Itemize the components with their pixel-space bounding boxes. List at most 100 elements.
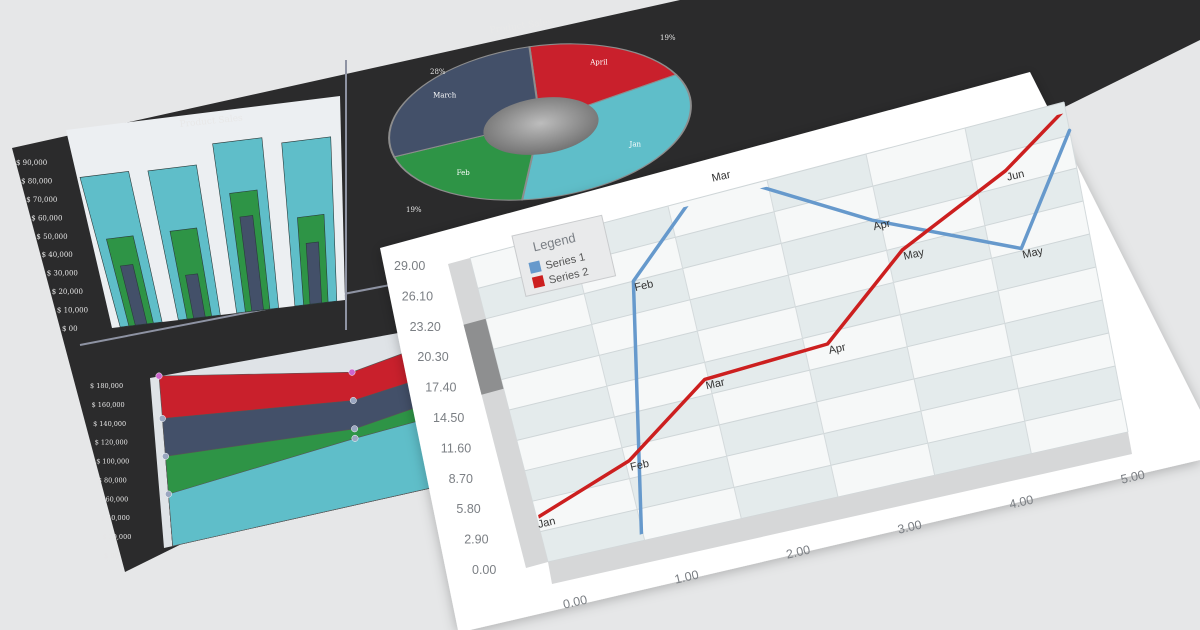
plot-band-cell — [509, 386, 615, 441]
plot-band-cell — [998, 267, 1103, 324]
x-tick-label: 4.00 — [1008, 493, 1035, 512]
plot-band-cell — [734, 465, 838, 519]
plot-band-cell — [485, 293, 592, 350]
point-label: Jun — [1006, 168, 1026, 184]
bar-y-tick-label: $ 60,000 — [31, 214, 62, 222]
y-tick-label: 26.10 — [402, 289, 433, 303]
point-label: May — [1021, 245, 1044, 261]
v-gridline — [964, 127, 1032, 454]
area-marker — [162, 452, 169, 460]
x-tick-label: 2.00 — [785, 543, 812, 562]
area-y-tick-label: $ 80,000 — [98, 476, 127, 484]
series-line — [631, 128, 1072, 538]
plot-band-cell — [823, 411, 928, 466]
plot-band-cell — [637, 487, 742, 541]
point-label: Feb — [629, 458, 650, 474]
point-label: Feb — [633, 278, 654, 294]
plot-band-cell — [516, 417, 622, 471]
donut-slice — [521, 73, 692, 201]
v-gridline — [1063, 101, 1129, 433]
series-line — [534, 107, 1068, 520]
plot-band-cell — [927, 421, 1032, 476]
y-tick-label: 2.90 — [464, 533, 488, 547]
plot-band-cell — [781, 218, 887, 276]
line-chart-plot: 0.00 2.90 5.80 8.70 11.60 14.50 17.40 20.30 23.2… — [394, 101, 1146, 612]
plot-band-cell — [1004, 300, 1109, 356]
plot-band-cell — [532, 478, 638, 532]
legend-swatch-series-2 — [531, 275, 546, 289]
point-label: Jan — [537, 515, 557, 531]
x-axis-bar — [548, 432, 1132, 584]
plot-band-cell — [501, 355, 607, 410]
line-series — [534, 107, 1072, 538]
point-label: Mar — [705, 376, 726, 392]
bar-y-tick-label: $ 30,000 — [47, 270, 78, 278]
donut-slice-label: Jan — [629, 141, 642, 149]
plot-band-cell — [984, 201, 1090, 259]
y-axis-scroll-thumb — [463, 318, 504, 395]
donut-labels: April Jan Feb March 19% 28% 19% — [406, 34, 676, 214]
point-label: Apr — [827, 341, 847, 357]
area-y-tick-label: $ 140,000 — [93, 420, 126, 428]
area-y-tick-label: $ 20,000 — [102, 533, 131, 541]
plot-band-cell — [682, 243, 789, 300]
plot-band-cell — [802, 314, 908, 371]
donut-slice-label: Feb — [457, 169, 471, 177]
plot-band-cell — [540, 509, 645, 562]
point-label: Mar — [711, 169, 732, 185]
plot-band-cell — [1018, 366, 1122, 422]
legend-swatch-series-1 — [528, 260, 542, 274]
x-tick-label: 3.00 — [896, 518, 923, 537]
area-y-tick-labels: $ 180,000 $ 160,000 $ 140,000 $ 120,000 $ 10… — [90, 382, 131, 560]
area-y-tick-label: $ 120,000 — [95, 439, 128, 447]
bar-y-tick-label: $ 10,000 — [57, 307, 88, 315]
area-marker — [348, 368, 356, 376]
donut-hole — [483, 97, 599, 155]
bar-marks — [79, 136, 338, 328]
y-tick-label: 5.80 — [456, 502, 480, 516]
point-label: May — [902, 246, 925, 262]
bar-y-tick-labels: $ 90,000 $ 80,000 $ 70,000 $ 60,000 $ 50,000… — [16, 159, 88, 333]
v-gridline — [865, 153, 936, 476]
donut-percent-label: 19% — [660, 34, 676, 42]
v-gridline — [766, 179, 839, 498]
bar-y-tick-label: $ 20,000 — [52, 288, 83, 296]
plot-band-cell — [606, 362, 712, 417]
plot-band-cell — [830, 443, 935, 497]
x-tick-label: 5.00 — [1119, 468, 1146, 487]
area-y-tick-label: $ 40,000 — [101, 514, 130, 522]
y-tick-label: 23.20 — [410, 320, 441, 334]
plot-band-cell — [493, 324, 600, 380]
bar — [120, 264, 148, 326]
plot-band-cell — [920, 388, 1025, 444]
plot-band-cell — [866, 128, 972, 187]
plot-band-cell — [886, 225, 992, 283]
donut-percent-label: 19% — [406, 206, 422, 214]
y-tick-label: 0.00 — [472, 563, 496, 577]
donut-percent-label: 28% — [430, 68, 446, 76]
plot-band-cell — [719, 401, 824, 457]
plot-band-cell — [795, 282, 901, 339]
bar-y-tick-label: $ 50,000 — [36, 233, 67, 241]
area-marker — [165, 490, 172, 498]
y-tick-labels: 0.00 2.90 5.80 8.70 11.60 14.50 17.40 20.30 23.2… — [394, 259, 496, 577]
plot-band-cell — [599, 331, 705, 387]
plot-band-cell — [907, 323, 1012, 379]
area-y-tick-label: $ 60,000 — [99, 495, 128, 503]
plot-band-cell — [893, 258, 999, 315]
y-tick-label: 20.30 — [417, 350, 448, 364]
plot-band-cell — [872, 160, 979, 219]
plot-band-cell — [668, 180, 775, 238]
plot-band-cell — [914, 356, 1019, 412]
area-y-tick-label: $ 180,000 — [90, 382, 123, 390]
bar — [185, 273, 206, 319]
area-marker — [351, 434, 359, 442]
plot-band-cell — [965, 102, 1071, 161]
donut-slice-label: April — [589, 58, 608, 66]
area-y-tick-label: $ 160,000 — [92, 401, 125, 409]
plot-band-cell — [809, 346, 915, 402]
plot-band-cell — [591, 299, 698, 356]
x-tick-label: 0.00 — [562, 593, 589, 612]
y-tick-label: 17.40 — [425, 381, 456, 395]
